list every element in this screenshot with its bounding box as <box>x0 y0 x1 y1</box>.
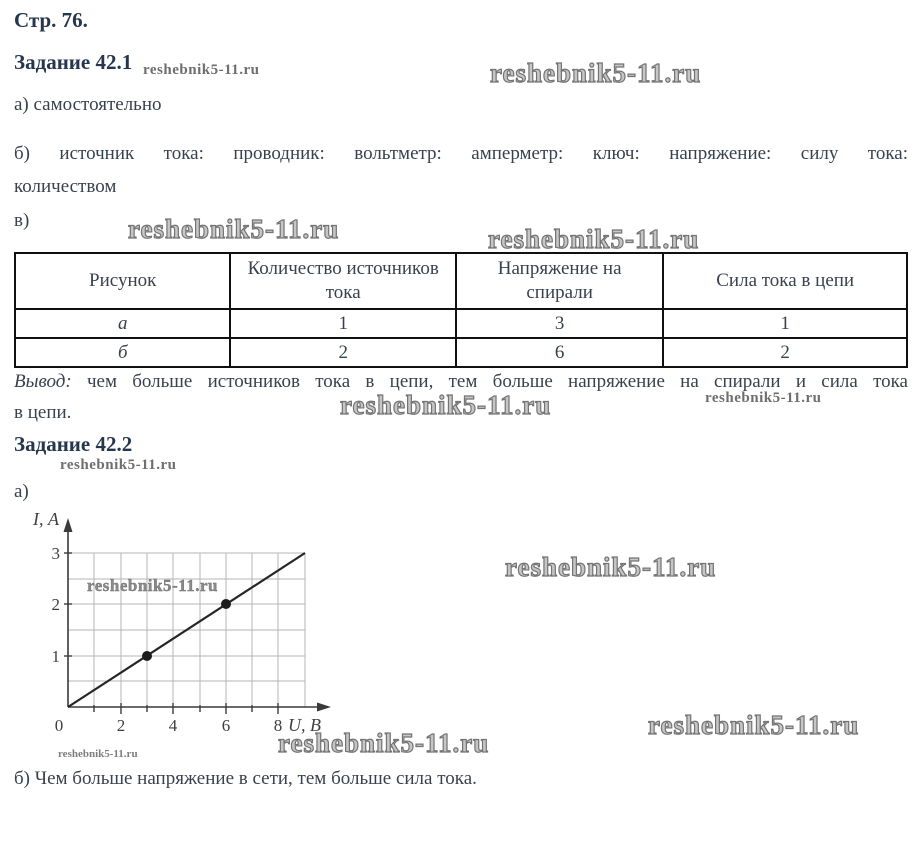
watermark: reshebnik5-11.ru <box>647 709 860 740</box>
col-header-voltage: Напряжение на спирали <box>454 252 665 310</box>
x-tick-8: 8 <box>274 716 283 735</box>
watermark: reshebnik5-11.ru <box>504 551 717 582</box>
x-tick-0: 0 <box>55 716 64 735</box>
y-tick-2: 2 <box>52 595 61 614</box>
cell-sources: 2 <box>229 337 457 368</box>
watermark: reshebnik5-11.ru <box>143 62 260 78</box>
task1-answer-b-line2: количеством <box>14 176 117 197</box>
task1-answer-v-label: в) <box>14 210 30 231</box>
task2-answer-b: б) Чем больше напряжение в сети, тем бол… <box>14 768 477 789</box>
x-axis-arrow-icon <box>317 702 331 712</box>
cell-voltage: 3 <box>454 308 665 339</box>
task1-answer-b: б) источник тока: проводник: вольтметр: … <box>14 137 908 203</box>
y-tick-1: 1 <box>52 647 61 666</box>
y-tick-3: 3 <box>52 544 61 563</box>
table-row: б 2 6 2 <box>13 337 908 368</box>
col-header-sources: Количество источников тока <box>229 252 457 310</box>
cell-figure: б <box>13 337 232 368</box>
y-axis-arrow-icon <box>63 518 73 532</box>
results-table: Рисунок Количество источников тока Напря… <box>13 252 908 368</box>
table-header-row: Рисунок Количество источников тока Напря… <box>13 252 908 310</box>
data-point-3-1 <box>142 651 152 661</box>
conclusion: Вывод: чем больше источников тока в цепи… <box>14 366 908 428</box>
x-tick-2: 2 <box>117 716 126 735</box>
task1-answer-a: а) самостоятельно <box>14 94 162 115</box>
x-tick-6: 6 <box>222 716 231 735</box>
cell-current: 2 <box>662 337 908 368</box>
task1-answer-b-line1: б) источник тока: проводник: вольтметр: … <box>14 143 908 164</box>
cell-voltage: 6 <box>454 337 665 368</box>
conclusion-line2: в цепи. <box>14 402 72 423</box>
y-axis-label: I, А <box>32 509 60 529</box>
watermark: reshebnik5-11.ru <box>60 457 177 473</box>
cell-current: 1 <box>662 308 908 339</box>
cell-sources: 1 <box>229 308 457 339</box>
watermark: reshebnik5-11.ru <box>487 223 700 254</box>
data-point-6-2 <box>221 599 231 609</box>
col-header-figure: Рисунок <box>13 252 232 310</box>
line-chart-svg: I, А U, В 3 2 1 0 2 4 6 8 reshebnik5-11.… <box>32 509 331 735</box>
watermark: reshebnik5-11.ru <box>87 576 218 595</box>
tick-marks <box>64 552 279 714</box>
x-axis-label: U, В <box>288 715 321 735</box>
conclusion-label: Вывод: <box>14 371 72 392</box>
current-voltage-graph: I, А U, В 3 2 1 0 2 4 6 8 reshebnik5-11.… <box>30 505 365 745</box>
watermark: reshebnik5-11.ru <box>58 748 138 760</box>
data-line <box>67 552 306 708</box>
task-42-2-heading: Задание 42.2 <box>14 432 133 456</box>
page-title: Стр. 76. <box>14 8 88 32</box>
watermark: reshebnik5-11.ru <box>489 57 702 88</box>
cell-figure: а <box>13 308 232 339</box>
task2-item-a-label: а) <box>14 481 29 502</box>
axes <box>67 529 322 708</box>
watermark: reshebnik5-11.ru <box>127 213 340 244</box>
conclusion-line1: чем больше источников тока в цепи, тем б… <box>86 371 908 392</box>
col-header-current: Сила тока в цепи <box>662 252 908 310</box>
task-42-1-heading: Задание 42.1 <box>14 50 133 74</box>
x-tick-4: 4 <box>169 716 178 735</box>
table-row: а 1 3 1 <box>13 308 908 339</box>
